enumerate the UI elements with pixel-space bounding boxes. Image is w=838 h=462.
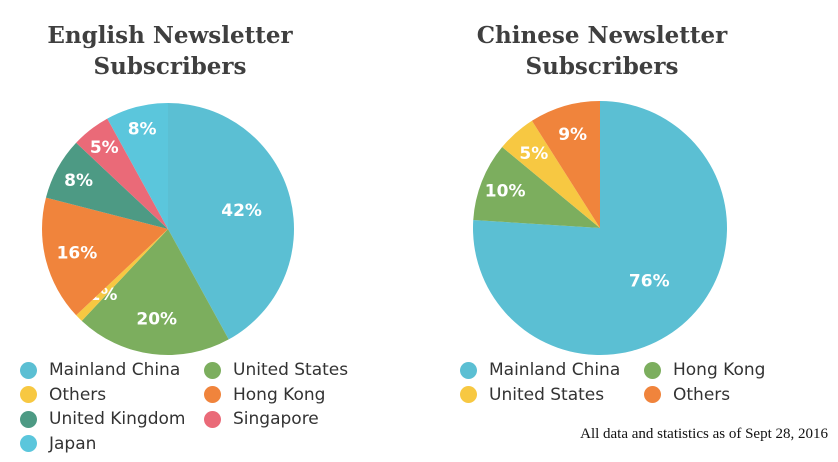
legend-label: United Kingdom: [49, 409, 185, 429]
legend-swatch: [20, 386, 37, 403]
legend-label: Mainland China: [49, 360, 180, 380]
legend-label: Japan: [49, 434, 96, 454]
english-legend-item-united-states: United States: [204, 358, 348, 382]
legend-label: Mainland China: [489, 360, 620, 380]
chinese-legend-item-hong-kong: Hong Kong: [644, 358, 765, 382]
english-legend-item-united-kingdom: United Kingdom: [20, 407, 185, 431]
legend-label: Hong Kong: [233, 385, 325, 405]
english-label-united-states: 20%: [136, 309, 177, 329]
english-legend-item-hong-kong: Hong Kong: [204, 383, 325, 407]
legend-swatch: [644, 362, 661, 379]
english-label-mainland-china: 42%: [221, 201, 262, 221]
legend-label: Hong Kong: [673, 360, 765, 380]
legend-swatch: [204, 386, 221, 403]
chinese-legend-item-others: Others: [644, 383, 730, 407]
legend-label: United States: [233, 360, 348, 380]
english-label-hong-kong: 16%: [57, 243, 98, 263]
legend-swatch: [460, 386, 477, 403]
legend-swatch: [20, 411, 37, 428]
legend-swatch: [460, 362, 477, 379]
english-label-united-kingdom: 8%: [64, 171, 93, 191]
english-legend-item-mainland-china: Mainland China: [20, 358, 180, 382]
legend-swatch: [204, 362, 221, 379]
legend-swatch: [644, 386, 661, 403]
legend-label: Others: [673, 385, 730, 405]
chinese-legend-item-mainland-china: Mainland China: [460, 358, 620, 382]
english-label-singapore: 5%: [90, 138, 119, 158]
chinese-legend-item-united-states: United States: [460, 383, 604, 407]
legend-swatch: [204, 411, 221, 428]
english-label-japan: 8%: [128, 119, 157, 139]
legend-swatch: [20, 362, 37, 379]
english-legend-item-japan: Japan: [20, 432, 96, 456]
english-legend-item-others: Others: [20, 383, 106, 407]
legend-label: United States: [489, 385, 604, 405]
legend-label: Singapore: [233, 409, 319, 429]
legend-swatch: [20, 435, 37, 452]
footnote: All data and statistics as of Sept 28, 2…: [580, 426, 828, 443]
english-legend-item-singapore: Singapore: [204, 407, 319, 431]
legend-label: Others: [49, 385, 106, 405]
